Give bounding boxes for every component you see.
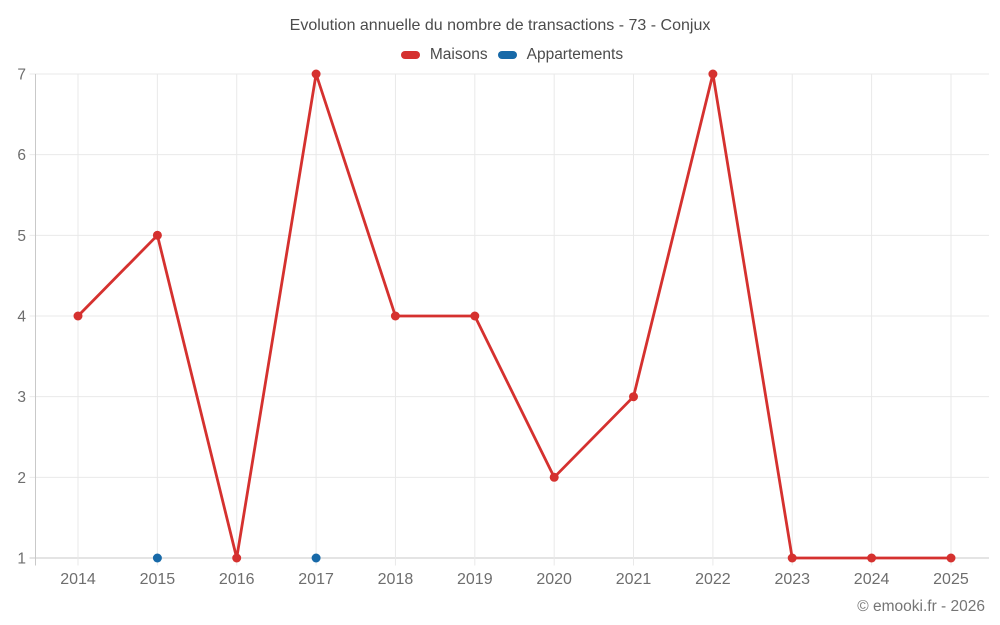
y-tick-label: 2	[17, 470, 26, 487]
legend-swatch-maisons	[400, 51, 420, 59]
y-tick-label: 5	[17, 228, 26, 245]
data-point-maisons-2024	[867, 553, 877, 563]
x-tick-label: 2020	[536, 571, 572, 588]
x-tick-label: 2021	[616, 571, 652, 588]
x-tick-label: 2024	[854, 571, 890, 588]
data-point-maisons-2014	[73, 311, 83, 321]
data-point-maisons-2020	[549, 472, 559, 482]
x-tick-label: 2016	[219, 571, 255, 588]
x-tick-label: 2014	[60, 571, 96, 588]
x-tick-label: 2015	[140, 571, 176, 588]
chart-legend: Maisons Appartements	[24, 46, 1000, 64]
x-tick-label: 2017	[298, 571, 334, 588]
y-tick-label: 3	[17, 389, 26, 406]
x-tick-label: 2019	[457, 571, 493, 588]
y-tick-label: 1	[17, 551, 26, 568]
x-tick-label: 2022	[695, 571, 731, 588]
data-point-maisons-2025	[946, 553, 956, 563]
data-point-maisons-2023	[787, 553, 797, 563]
legend-swatch-appartements	[497, 51, 517, 59]
data-point-maisons-2015	[152, 230, 162, 240]
data-point-maisons-2022	[708, 69, 718, 79]
data-point-maisons-2016	[232, 553, 242, 563]
legend-label-maisons: Maisons	[429, 46, 488, 63]
x-tick-label: 2025	[933, 571, 969, 588]
y-tick-label: 4	[17, 309, 26, 326]
data-point-appartements-2017	[311, 553, 321, 563]
series-line-maisons	[76, 72, 953, 560]
data-point-maisons-2018	[390, 311, 400, 321]
legend-item-appartements: Appartements	[497, 46, 624, 64]
x-tick-label: 2018	[378, 571, 414, 588]
credit-text: © emooki.fr - 2026	[857, 598, 985, 615]
data-point-appartements-2015	[152, 553, 162, 563]
legend-label-appartements: Appartements	[526, 46, 624, 63]
data-point-maisons-2019	[470, 311, 480, 321]
y-tick-label: 7	[17, 67, 26, 84]
legend-item-maisons: Maisons	[400, 46, 488, 64]
chart-title: Evolution annuelle du nombre de transact…	[289, 17, 711, 34]
data-point-maisons-2017	[311, 69, 321, 79]
x-tick-label: 2023	[774, 571, 810, 588]
data-point-maisons-2021	[629, 392, 638, 402]
y-tick-label: 6	[17, 147, 26, 164]
